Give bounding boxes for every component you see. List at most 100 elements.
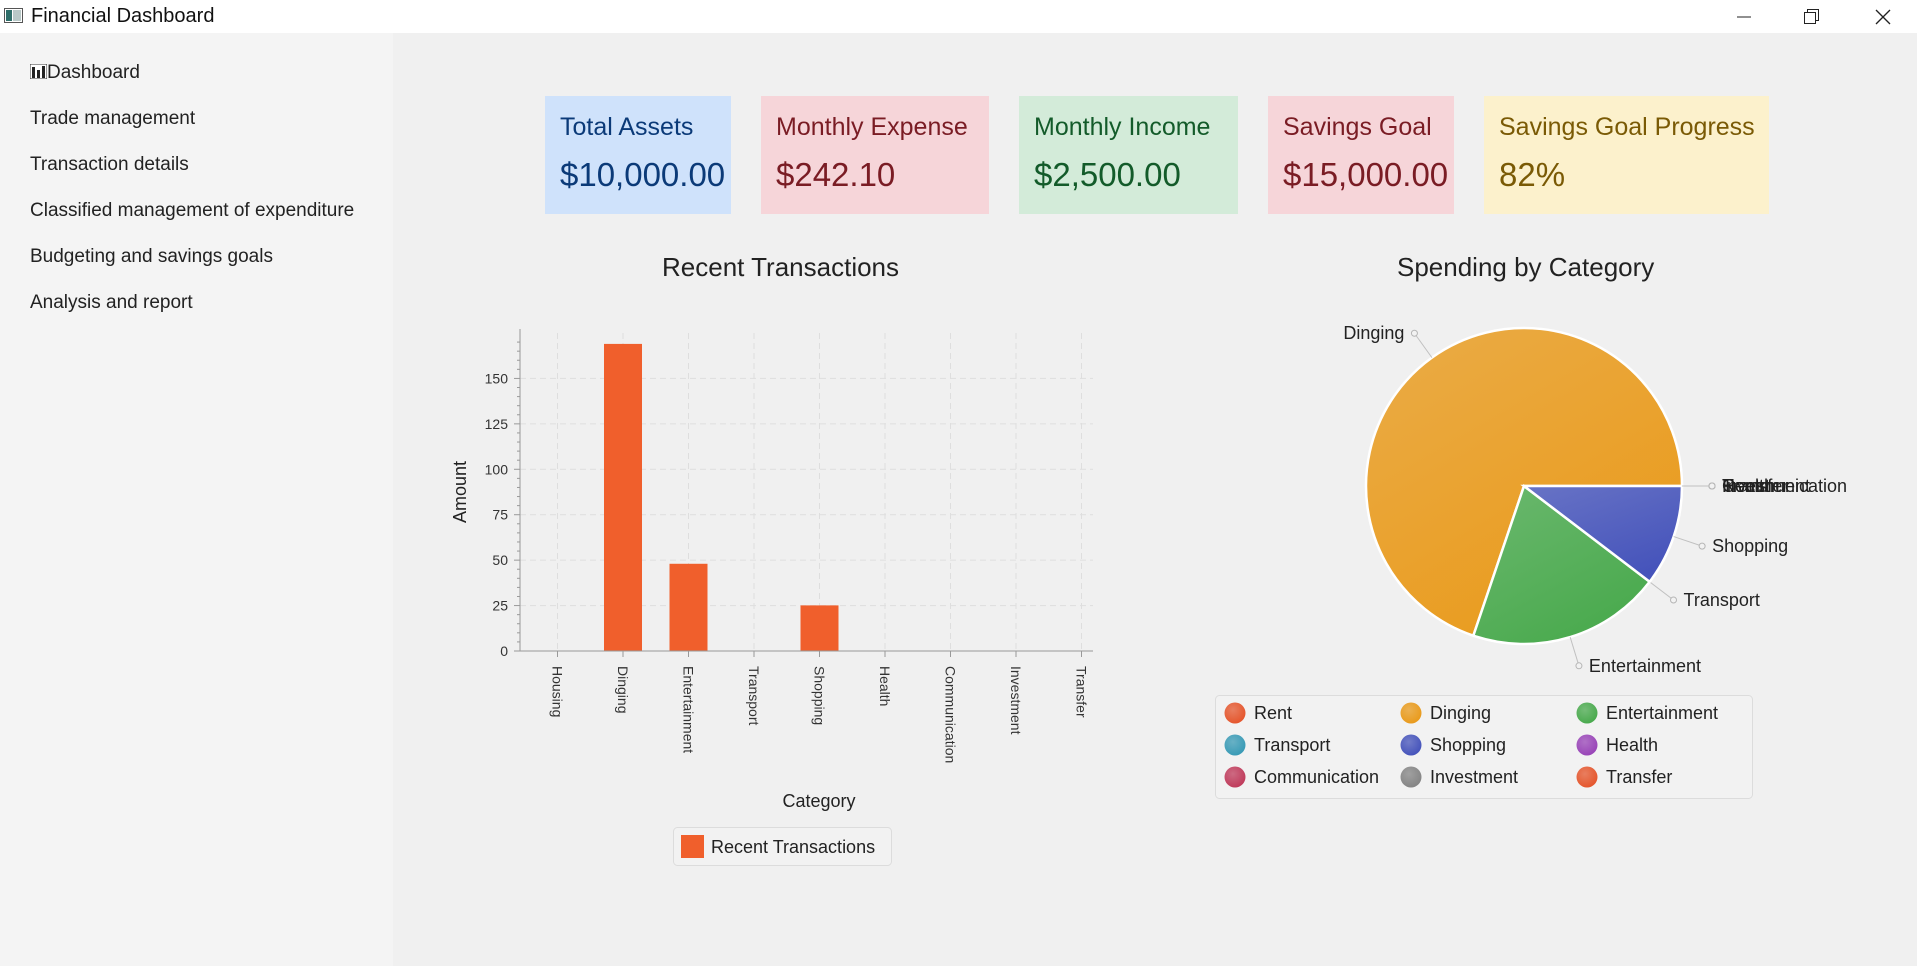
legend-label: Rent [1254, 703, 1292, 723]
x-tick-label: Housing [550, 666, 566, 717]
pie-label: Entertainment [1589, 656, 1701, 676]
pie-label: Dinging [1343, 323, 1404, 343]
y-tick-label: 125 [485, 416, 509, 432]
y-tick-label: 0 [500, 643, 508, 659]
pie-callout-line [1673, 536, 1703, 547]
sidebar-item-budgeting-savings[interactable]: Budgeting and savings goals [30, 246, 273, 268]
legend-label: Recent Transactions [711, 837, 875, 857]
legend-label: Shopping [1430, 735, 1506, 755]
savings-progress-card: Savings Goal Progress 82% [1484, 96, 1769, 214]
pie-label: Investment [1722, 476, 1810, 496]
minimize-icon [1737, 16, 1751, 17]
bar-shopping [800, 605, 839, 651]
pie-callout-dot [1708, 482, 1716, 490]
pie-slice-dinging [1364, 326, 1684, 638]
legend-marker-transport [1224, 734, 1246, 756]
pie-chart: Rent Dinging Entertainment Transport Shoppin… [1215, 323, 1847, 799]
sidebar-item-trade-management[interactable]: Trade management [30, 108, 195, 130]
pie-callout-line [1649, 581, 1674, 601]
savings-goal-card: Savings Goal $15,000.00 [1268, 96, 1454, 214]
sidebar-item-classified-expenditure[interactable]: Classified management of expenditure [30, 200, 354, 222]
sidebar-item-dashboard[interactable]: Dashboard [29, 62, 140, 84]
pie-legend-box [1215, 695, 1753, 799]
restore-button[interactable] [1778, 0, 1846, 33]
legend-label: Entertainment [1606, 703, 1718, 723]
card-label: Total Assets [560, 113, 694, 141]
pie-callout-dot [1410, 329, 1418, 337]
legend-marker-entertainment [1576, 702, 1598, 724]
pie-callout-line [1569, 636, 1580, 666]
legend-marker-rent [1224, 702, 1246, 724]
card-value: $2,500.00 [1034, 156, 1181, 193]
x-axis-title: Category [782, 791, 855, 811]
card-value: $242.10 [776, 156, 896, 193]
window-title: Financial Dashboard [31, 5, 215, 27]
app-icon [4, 8, 23, 23]
x-tick-label: Transfer [1074, 666, 1090, 718]
bar-entertainment [669, 563, 708, 651]
y-tick-label: 150 [485, 370, 509, 386]
card-value: 82% [1499, 156, 1566, 193]
x-tick-label: Communication [943, 666, 959, 763]
monthly-expense-card: Monthly Expense $242.10 [761, 96, 989, 214]
window-titlebar: Financial Dashboard [0, 0, 1917, 33]
pie-label: Shopping [1712, 536, 1788, 556]
pie-label: Health [1722, 476, 1774, 496]
legend-label: Dinging [1430, 703, 1491, 723]
pie-callout-dot [1670, 596, 1678, 604]
sidebar-item-label: Analysis and report [30, 292, 193, 313]
pie-chart-title: Spending by Category [1397, 252, 1655, 282]
bar-chart: 0 25 50 75 100 125 150 Housing Dinging Entertainm… [450, 329, 1093, 866]
x-tick-label: Transport [746, 666, 762, 726]
sidebar-item-label: Trade management [30, 108, 196, 129]
card-value: $15,000.00 [1283, 156, 1449, 193]
total-assets-card: Total Assets $10,000.00 [545, 96, 731, 214]
restore-icon [1804, 8, 1819, 24]
legend-label: Health [1606, 735, 1658, 755]
legend-label: Transport [1254, 735, 1330, 755]
legend-marker-health [1576, 734, 1598, 756]
pie-label: Rent [1722, 476, 1760, 496]
sidebar-item-transaction-details[interactable]: Transaction details [30, 154, 189, 176]
main-content: Total Assets $10,000.00 Monthly Expense … [393, 33, 1917, 966]
y-tick-label: 100 [485, 461, 509, 477]
pie-label: Transfer [1722, 476, 1788, 496]
y-axis-title: Amount [450, 461, 470, 523]
card-label: Savings Goal Progress [1499, 113, 1755, 141]
legend-swatch [681, 835, 704, 858]
legend-marker-investment [1400, 766, 1422, 788]
x-tick-label: Shopping [812, 666, 828, 725]
x-tick-label: Investment [1008, 666, 1024, 735]
sidebar-item-label: Budgeting and savings goals [30, 246, 273, 267]
legend-label: Transfer [1606, 767, 1672, 787]
card-label: Monthly Income [1034, 113, 1211, 141]
sidebar-item-analysis-report[interactable]: Analysis and report [30, 292, 193, 314]
pie-callout-line [1414, 332, 1433, 358]
x-tick-label: Dinging [615, 666, 631, 713]
x-tick-label: Entertainment [681, 666, 697, 753]
pie-callout-dot [1575, 662, 1583, 670]
sidebar-item-label: Transaction details [30, 154, 189, 175]
bar-dinging [604, 343, 642, 651]
bar-chart-title: Recent Transactions [662, 252, 900, 282]
legend-label: Investment [1430, 767, 1518, 787]
bar-legend-box [673, 827, 892, 866]
sidebar: Dashboard Trade management Transaction d… [0, 33, 393, 966]
close-icon [1875, 9, 1891, 24]
minimize-button[interactable] [1710, 0, 1778, 33]
card-label: Savings Goal [1283, 113, 1432, 141]
y-tick-label: 75 [492, 507, 508, 523]
close-button[interactable] [1849, 0, 1917, 33]
pie-label: Transport [1684, 590, 1760, 610]
legend-marker-dinging [1400, 702, 1422, 724]
chart-icon [29, 63, 48, 80]
legend-marker-communication [1224, 766, 1246, 788]
x-tick-label: Health [877, 666, 893, 706]
pie-callout-dot [1698, 542, 1706, 550]
monthly-income-card: Monthly Income $2,500.00 [1019, 96, 1238, 214]
pie-label: Communication [1722, 476, 1847, 496]
legend-label: Communication [1254, 767, 1379, 787]
sidebar-item-label: Dashboard [47, 62, 140, 83]
legend-marker-shopping [1400, 734, 1422, 756]
pie-slice-entertainment [1471, 483, 1652, 646]
